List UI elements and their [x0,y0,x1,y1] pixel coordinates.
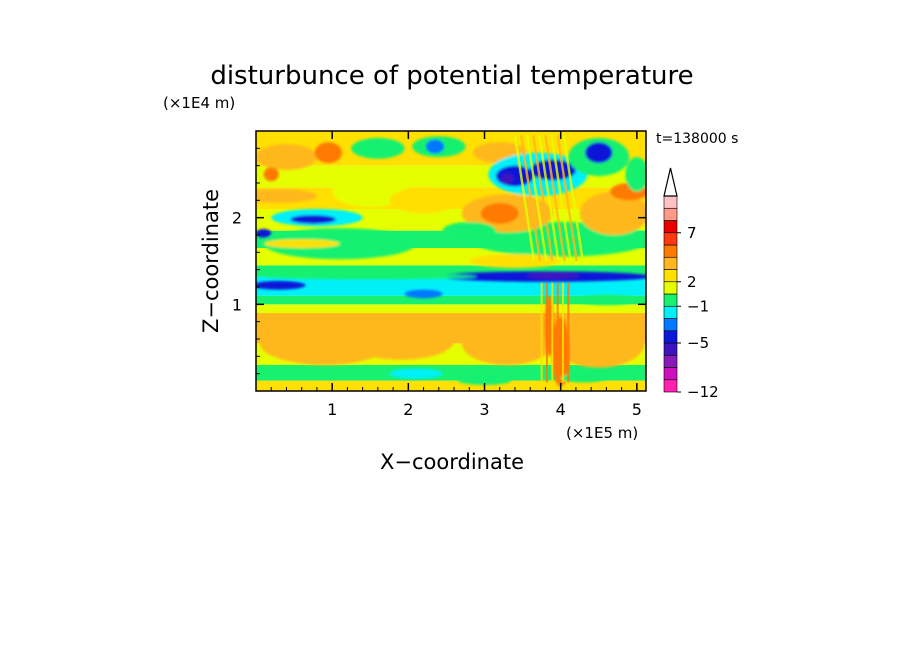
wave-stripe-5 [544,135,566,262]
colorbar-label-2: −1 [687,297,709,315]
field-band-4 [256,304,646,313]
x-scale-label: (×1E5 m) [566,424,638,442]
colorbar-swatch-11 [663,244,678,258]
wave-stripe-3 [532,135,554,262]
field-features [256,136,646,387]
plot-frame [255,130,647,392]
field-band-7 [256,265,646,277]
field-feature-14 [575,294,637,306]
time-label: t=138000 s [656,131,738,147]
field-feature-31 [263,167,279,182]
field-feature-16 [263,239,340,249]
colorbar-swatch-3 [663,342,678,356]
chart-title: disturbunce of potential temperature [210,61,693,91]
field-feature-35 [425,139,445,154]
field-feature-21 [290,215,336,224]
field-feature-19 [256,189,317,203]
field-feature-24 [389,187,458,214]
x-tick-label-1: 1 [327,400,337,419]
colorbar-swatch-5 [663,318,678,332]
field-feature-27 [579,191,646,235]
field-feature-32 [314,142,343,164]
field-feature-26 [480,202,519,224]
colorbar-swatch-2 [663,354,678,368]
wave-stripe-1 [519,135,542,262]
wave-stripe-0 [513,135,536,262]
colorbar-swatch-4 [663,330,678,344]
wave-stripes [513,135,585,383]
y-axis-label: Z−coordinate [199,189,223,333]
wave-stripe-6 [550,135,572,262]
x-tick-label-2: 2 [403,400,413,419]
field-feature-6 [389,368,443,379]
wave-stripe-7 [556,135,578,262]
x-tick-label-5: 5 [632,400,642,419]
field-feature-13 [263,274,477,280]
field-feature-42 [585,142,613,164]
colorbar-swatch-10 [663,256,678,270]
field-feature-43 [625,157,646,192]
field-feature-9 [256,280,306,290]
field-feature-10 [404,289,443,299]
field-band-5 [256,295,646,305]
y-tick-label-1: 1 [232,295,242,314]
colorbar-swatch-1 [663,367,678,381]
wave-stripe-8 [562,135,585,262]
y-scale-label: (×1E4 m) [163,94,235,112]
wave-stripe-4 [538,135,560,262]
y-axis: 12 [232,147,646,375]
colorbar-swatch-13 [663,220,678,234]
colorbar-label-3: 2 [687,273,697,291]
field-band-1 [256,365,646,381]
colorbar-swatch-9 [663,269,678,283]
field-feature-18 [469,254,561,268]
field-feature-4 [551,317,570,387]
colorbar-swatch-0 [663,379,678,393]
field-feature-30 [256,144,317,170]
colorbar-extend-arrow [663,167,678,197]
colorbar: −12−5−127 [663,167,719,401]
field-feature-2 [461,321,554,366]
wave-stripe-2 [525,135,548,262]
colorbar-swatch-12 [663,232,678,246]
x-tick-label-4: 4 [556,400,566,419]
colorbar-swatch-14 [663,207,678,221]
field-feature-12 [526,272,580,280]
field-feature-3 [553,319,645,368]
colorbar-swatch-8 [663,281,678,295]
plot-area [256,131,646,391]
x-axis-label: X−coordinate [380,450,524,474]
y-tick-label-2: 2 [232,209,242,228]
field-feature-29 [442,222,496,240]
field-feature-23 [332,176,409,208]
colorbar-swatch-6 [663,305,678,319]
colorbar-label-1: −5 [687,334,709,352]
field-feature-22 [256,228,272,238]
field-feature-8 [560,373,607,383]
field-feature-7 [457,376,512,385]
field-feature-40 [501,173,514,184]
field-feature-33 [351,137,405,159]
field-feature-1 [347,321,455,360]
x-tick-label-3: 3 [479,400,489,419]
field-band-0 [256,380,646,391]
x-axis: 1 2 3 4 5 [270,131,642,419]
colorbar-label-0: −12 [687,383,719,401]
colorbar-swatch-7 [663,293,678,307]
colorbar-swatch-15 [663,195,678,209]
colorbar-label-4: 7 [687,224,697,242]
